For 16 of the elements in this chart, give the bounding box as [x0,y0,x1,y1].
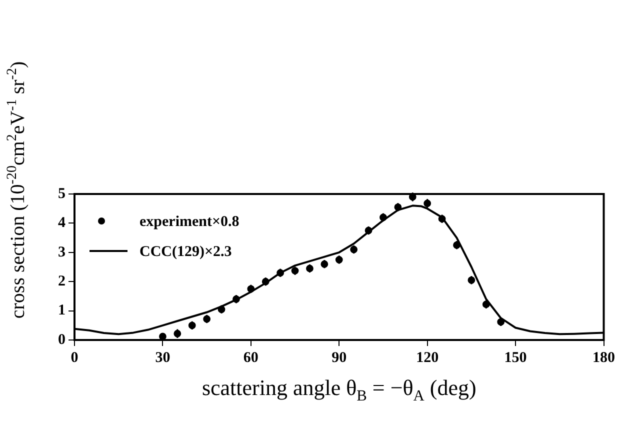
x-tick-label: 90 [332,350,347,366]
x-tick-label: 120 [416,350,439,366]
x-tick-label: 180 [592,350,615,366]
y-tick-label: 3 [58,244,66,260]
y-tick-label: 4 [58,215,66,232]
x-tick-label: 0 [70,350,78,366]
x-tick-label: 60 [243,350,258,366]
y-tick-label: 1 [58,302,66,319]
legend-label: experiment×0.8 [140,214,240,230]
x-tick-label: 30 [155,350,170,366]
text: cross section (10-20cm2eV-1 sr-2) [5,61,29,319]
x-tick-label: 150 [504,350,527,366]
y-tick-label: 0 [58,332,66,348]
y-tick-label: 2 [58,273,66,290]
y-tick-label: 5 [58,186,66,202]
legend-label: CCC(129)×2.3 [140,244,232,260]
